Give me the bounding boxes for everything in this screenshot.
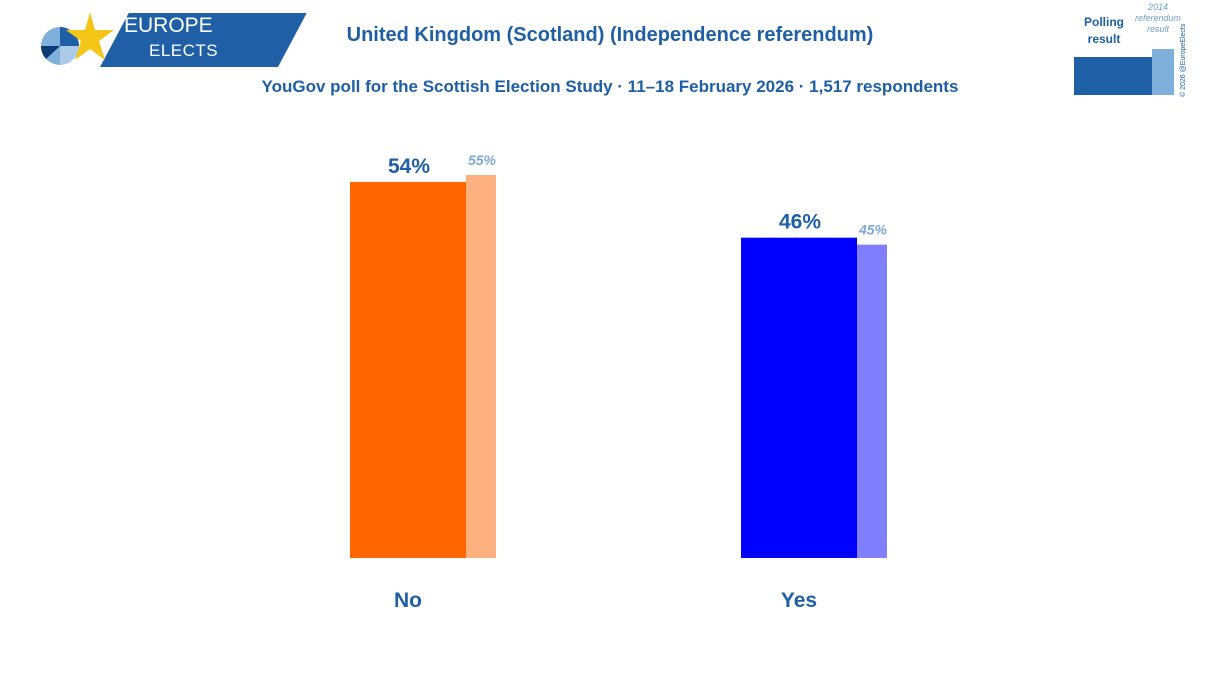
- bar-previous-yes: [857, 244, 887, 559]
- value-label-yes: 46%: [779, 211, 821, 234]
- legend-poll-swatch: [1074, 57, 1152, 95]
- chart-title: United Kingdom (Scotland) (Independence …: [346, 24, 874, 46]
- previous-label-yes: 45%: [858, 222, 888, 238]
- bar-poll-no: [350, 181, 466, 559]
- legend-poll-label: Polling result: [1084, 15, 1124, 46]
- logo-emblem-icon: [40, 12, 114, 65]
- legend: 2014 referendum result Polling result: [1068, 2, 1208, 102]
- category-label-no: No: [394, 589, 422, 612]
- chart-subtitle: YouGov poll for the Scottish Election St…: [261, 77, 959, 96]
- europe-elects-logo: EUROPE ELECTS: [38, 10, 307, 70]
- previous-label-no: 55%: [468, 152, 497, 168]
- star-icon: [66, 12, 114, 60]
- value-label-no: 54%: [388, 155, 430, 178]
- bar-poll-yes: [741, 237, 857, 558]
- category-label-yes: Yes: [781, 589, 817, 612]
- legend-previous-label: 2014 referendum result: [1134, 2, 1182, 34]
- legend-previous-swatch: [1152, 49, 1174, 95]
- logo-word-europe: EUROPE: [124, 14, 213, 37]
- logo-word-elects: ELECTS: [149, 41, 219, 60]
- bar-previous-no: [466, 175, 496, 558]
